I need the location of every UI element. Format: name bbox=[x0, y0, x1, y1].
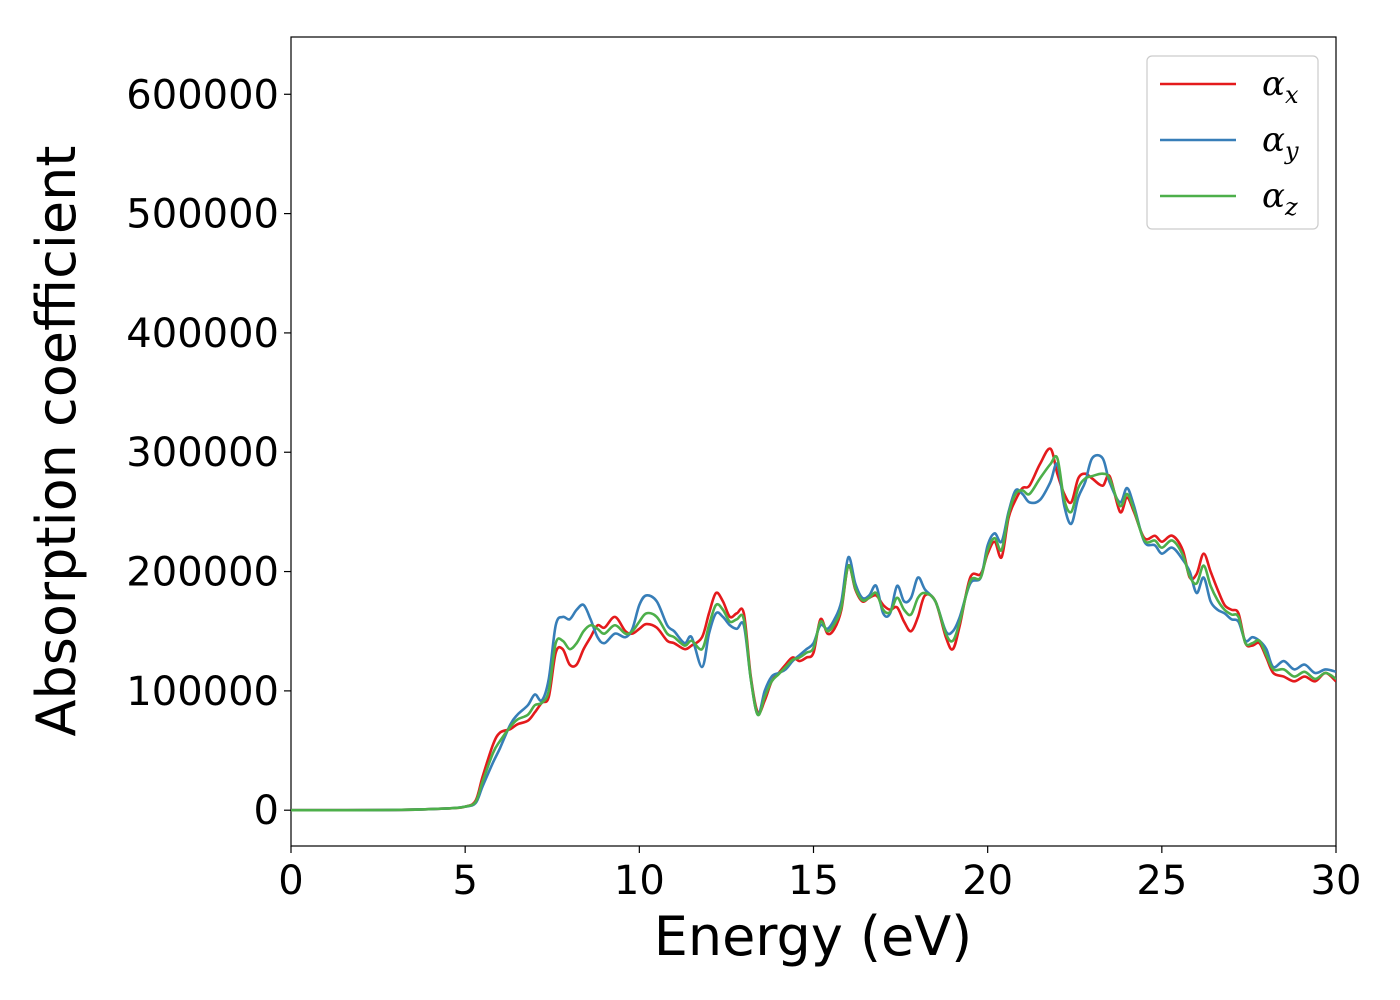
x-tick-label: 25 bbox=[1136, 858, 1187, 904]
legend-frame bbox=[1146, 55, 1319, 230]
y-tick-label: 0 bbox=[254, 788, 279, 834]
axis-ticks: 0 5 10 15 20 25 30 0 100000 200000 300000 400000 500… bbox=[126, 72, 1361, 904]
x-tick-label: 0 bbox=[278, 858, 303, 904]
x-tick-label: 5 bbox=[452, 858, 477, 904]
x-axis-label: Energy (eV) bbox=[654, 905, 973, 968]
y-tick-label: 100000 bbox=[126, 669, 279, 715]
y-tick-label: 600000 bbox=[126, 72, 279, 118]
series-lines bbox=[291, 447, 1336, 812]
x-tick-label: 20 bbox=[962, 858, 1013, 904]
x-tick-label: 10 bbox=[614, 858, 665, 904]
y-tick-label: 300000 bbox=[126, 430, 279, 476]
series-line-alpha-y bbox=[291, 453, 1336, 812]
series-line-alpha-x bbox=[291, 447, 1336, 812]
series-line-alpha-z bbox=[291, 454, 1336, 812]
y-tick-label: 400000 bbox=[126, 311, 279, 357]
y-tick-label: 200000 bbox=[126, 550, 279, 596]
x-tick-label: 15 bbox=[788, 858, 839, 904]
y-axis-label: Absorption coefficient bbox=[25, 146, 88, 737]
y-tick-label: 500000 bbox=[126, 192, 279, 238]
x-tick-label: 30 bbox=[1311, 858, 1362, 904]
